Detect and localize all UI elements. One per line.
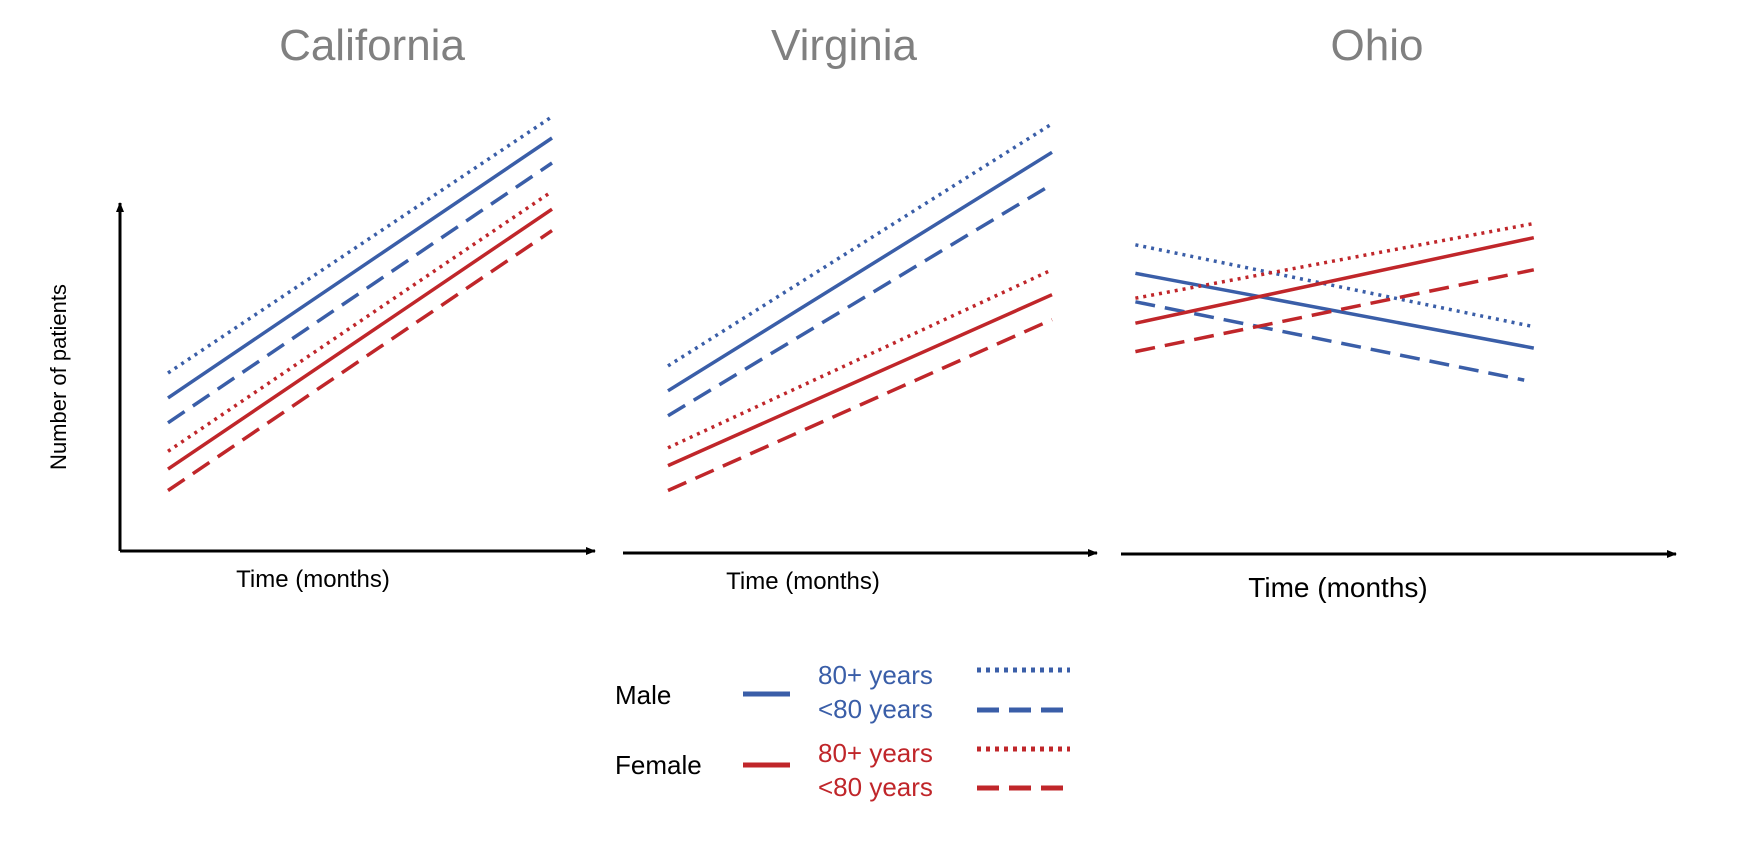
- series-line-virginia-female: [667, 293, 1053, 468]
- series-line-california-female-80plus-years: [167, 189, 553, 453]
- legend-female-younger-label: <80 years: [818, 772, 933, 802]
- series-line-california-male-under-80-years: [167, 161, 553, 425]
- legend-male-label: Male: [615, 680, 671, 710]
- series-line-virginia-male: [667, 150, 1053, 393]
- x-axis-label-ohio: Time (months): [1248, 572, 1427, 603]
- series-line-california-male-80plus-years: [167, 115, 553, 375]
- series-line-virginia-male-80plus-years: [667, 122, 1053, 368]
- legend-female-older-label: 80+ years: [818, 738, 933, 768]
- chart-title-california: California: [279, 21, 465, 70]
- legend-male-younger-label: <80 years: [818, 694, 933, 724]
- axes-california: [116, 202, 596, 555]
- series-line-ohio-male-under-80-years: [1135, 300, 1525, 382]
- series-line-ohio-female-80plus-years: [1135, 221, 1535, 300]
- series-line-ohio-male: [1135, 271, 1535, 350]
- chart-title-virginia: Virginia: [771, 21, 917, 70]
- series-line-california-male: [167, 136, 553, 400]
- series-line-virginia-female-under-80-years: [667, 318, 1053, 493]
- series-line-ohio-male-80plus-years: [1135, 243, 1535, 329]
- chart-title-ohio: Ohio: [1331, 21, 1424, 70]
- legend: Male 80+ years <80 years Female 80+ year…: [615, 660, 1070, 802]
- series-line-virginia-female-80plus-years: [667, 268, 1053, 450]
- series-line-california-female-under-80-years: [167, 229, 553, 492]
- x-axis-label-california: Time (months): [236, 566, 390, 593]
- series-line-california-female: [167, 207, 553, 471]
- series-line-virginia-male-under-80-years: [667, 182, 1053, 418]
- series-line-ohio-female: [1135, 235, 1535, 325]
- y-axis-label: Number of patients: [46, 284, 71, 470]
- series-layer: [167, 115, 1535, 493]
- legend-male-older-label: 80+ years: [818, 660, 933, 690]
- legend-female-label: Female: [615, 750, 702, 780]
- x-axis-label-virginia: Time (months): [726, 568, 880, 595]
- series-line-ohio-female-under-80-years: [1135, 268, 1535, 354]
